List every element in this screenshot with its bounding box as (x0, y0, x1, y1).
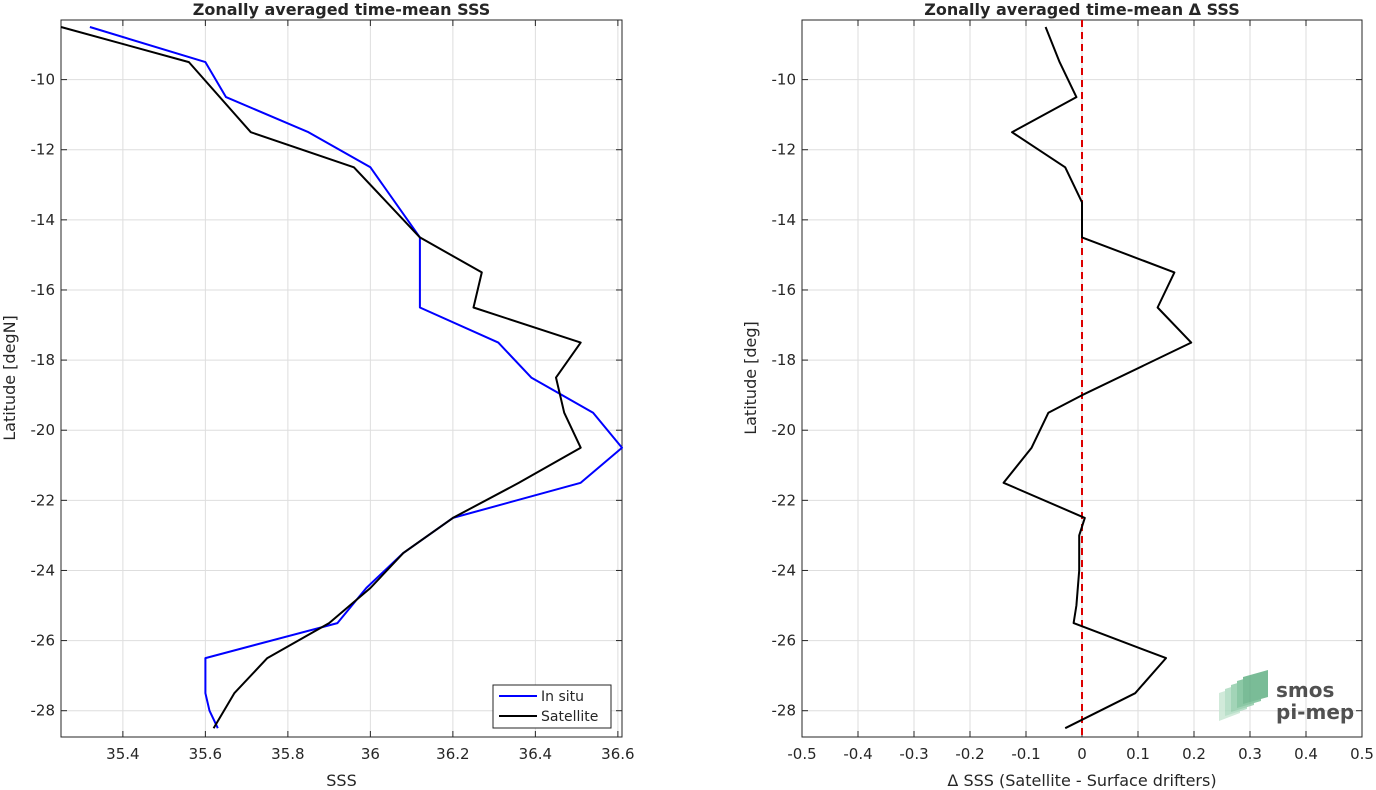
x-tick-label: -0.3 (899, 745, 928, 763)
x-tick-label: 35.6 (189, 745, 222, 763)
right-x-axis-label: Δ SSS (Satellite - Surface drifters) (947, 771, 1216, 790)
legend-box (492, 684, 612, 729)
left-axes-frame (60, 19, 623, 738)
right-chart-title: Zonally averaged time-mean Δ SSS (924, 0, 1240, 19)
y-tick-label: -10 (772, 71, 797, 89)
series-line-satellite (60, 26, 582, 729)
y-tick-label: -18 (772, 351, 797, 369)
x-tick-label: -0.2 (955, 745, 984, 763)
logo-text-pi-mep: pi-mep (1276, 700, 1354, 724)
left-panel-sss: 35.4 35.6 35.8 36 36.2 36.4 36.6 -28 -26 -24 -22 -2… (0, 0, 635, 790)
x-tick-label: 36 (361, 745, 380, 763)
x-tick-label: 0 (1077, 745, 1087, 763)
left-y-axis-label: Latitude [degN] (0, 315, 19, 441)
left-grid (61, 20, 622, 737)
x-tick-label: 36.2 (436, 745, 469, 763)
y-tick-label: -22 (31, 491, 56, 509)
right-grid (801, 20, 1363, 737)
y-tick-label: -24 (772, 561, 797, 579)
y-tick-label: -10 (31, 71, 56, 89)
x-tick-label: 0.2 (1182, 745, 1206, 763)
left-chart-title: Zonally averaged time-mean SSS (193, 0, 491, 19)
y-tick-label: -26 (772, 632, 797, 650)
x-tick-label: 0.4 (1294, 745, 1318, 763)
y-tick-label: -12 (31, 141, 56, 159)
y-tick-label: -28 (772, 702, 797, 720)
series-line-in-situ (89, 26, 623, 729)
y-tick-label: -22 (772, 491, 797, 509)
x-tick-label: -0.5 (787, 745, 816, 763)
legend-label-satellite: Satellite (541, 709, 598, 725)
right-panel-delta-sss: -0.5 -0.4 -0.3 -0.2 -0.1 0 0.1 0.2 0.3 0.4 0.5 -28 -… (741, 0, 1374, 790)
logo-text-smos: smos (1276, 678, 1334, 702)
logo-stacked-maps-icon (1219, 670, 1268, 721)
y-tick-label: -18 (31, 351, 56, 369)
smos-pi-mep-logo: smos pi-mep (1219, 670, 1354, 724)
x-tick-label: 0.5 (1350, 745, 1374, 763)
x-tick-label: 0.1 (1126, 745, 1150, 763)
y-tick-label: -28 (31, 702, 56, 720)
y-tick-label: -20 (772, 421, 797, 439)
x-tick-label: 36.6 (601, 745, 634, 763)
y-tick-label: -16 (31, 281, 56, 299)
y-tick-label: -26 (31, 632, 56, 650)
x-tick-label: -0.4 (843, 745, 872, 763)
x-tick-label: 35.4 (106, 745, 139, 763)
legend-label-in-situ: In situ (541, 689, 584, 705)
y-tick-label: -14 (31, 211, 56, 229)
legend: In situ Satellite (492, 684, 612, 729)
y-tick-label: -16 (772, 281, 797, 299)
left-x-axis-label: SSS (326, 771, 356, 790)
x-tick-label: -0.1 (1011, 745, 1040, 763)
x-tick-label: 0.3 (1238, 745, 1262, 763)
x-tick-label: 36.4 (519, 745, 552, 763)
y-tick-label: -20 (31, 421, 56, 439)
x-tick-label: 35.8 (271, 745, 304, 763)
y-tick-label: -14 (772, 211, 797, 229)
right-y-axis-label: Latitude [deg] (741, 321, 760, 435)
y-tick-label: -24 (31, 561, 56, 579)
y-tick-label: -12 (772, 141, 797, 159)
series-line-delta-sss (1002, 26, 1193, 730)
